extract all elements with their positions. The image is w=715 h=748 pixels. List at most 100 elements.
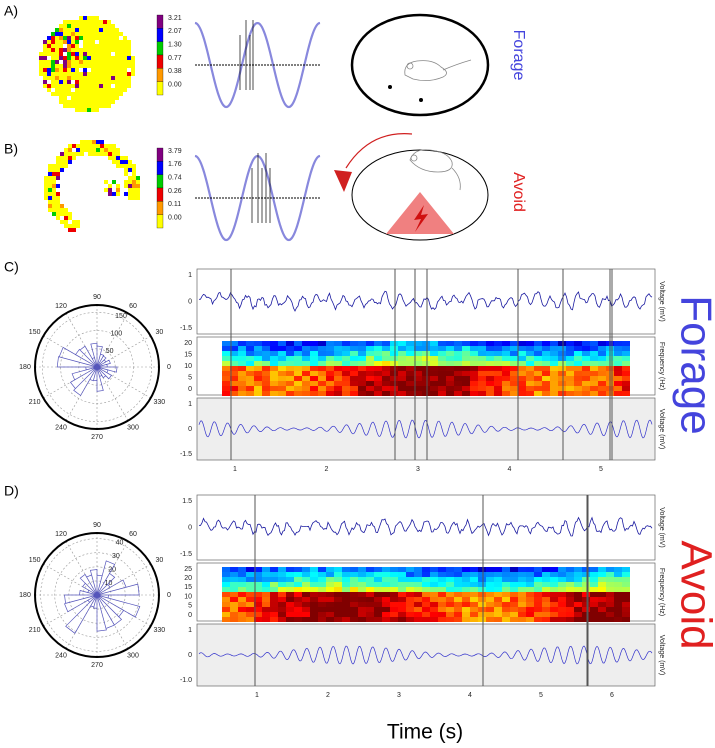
spectrogram-cell bbox=[270, 351, 278, 356]
heatmap-cell bbox=[51, 84, 55, 88]
spectrogram-cell bbox=[526, 346, 534, 351]
heatmap-cell bbox=[92, 140, 96, 144]
spectrogram-cell bbox=[566, 612, 574, 617]
spectrogram-cell bbox=[478, 597, 486, 602]
spectrogram-cell bbox=[366, 386, 374, 391]
spectrogram-cell bbox=[406, 567, 414, 572]
spectrogram-cell bbox=[614, 582, 622, 587]
spectrogram-cell bbox=[454, 356, 462, 361]
spectrogram-cell bbox=[566, 391, 574, 396]
spectrogram-cell bbox=[590, 351, 598, 356]
heatmap-cell bbox=[103, 56, 107, 60]
spectrogram-cell bbox=[358, 617, 366, 622]
spectrogram-cell bbox=[270, 386, 278, 391]
heatmap-cell bbox=[64, 224, 68, 228]
heatmap-cell bbox=[47, 72, 51, 76]
y-tick-label: 20 bbox=[184, 340, 192, 347]
spectrogram-cell bbox=[510, 371, 518, 376]
phase-wave bbox=[194, 21, 321, 109]
spectrogram-cell bbox=[422, 351, 430, 356]
heatmap-cell bbox=[83, 92, 87, 96]
spectrogram-cell bbox=[542, 597, 550, 602]
heatmap-cell bbox=[71, 92, 75, 96]
heatmap-cell bbox=[51, 72, 55, 76]
spectrogram-cell bbox=[502, 356, 510, 361]
heatmap-cell bbox=[83, 44, 87, 48]
spectrogram-cell bbox=[302, 602, 310, 607]
spectrogram-cell bbox=[294, 371, 302, 376]
spectrogram-cell bbox=[294, 391, 302, 396]
spectrogram-cell bbox=[550, 597, 558, 602]
spectrogram-cell bbox=[350, 582, 358, 587]
heatmap-cell bbox=[56, 200, 60, 204]
spectrogram-cell bbox=[534, 567, 542, 572]
spectrogram-cell bbox=[454, 617, 462, 622]
heatmap-cell bbox=[115, 92, 119, 96]
spectrogram-cell bbox=[414, 351, 422, 356]
spectrogram-cell bbox=[502, 597, 510, 602]
spectrogram-cell bbox=[358, 351, 366, 356]
spectrogram-cell bbox=[326, 607, 334, 612]
angle-label: 240 bbox=[55, 424, 67, 431]
spectrogram-cell bbox=[566, 361, 574, 366]
spectrogram-cell bbox=[534, 577, 542, 582]
spectrogram-cell bbox=[526, 361, 534, 366]
heatmap-cell bbox=[43, 40, 47, 44]
behavior-label: Forage bbox=[510, 30, 527, 81]
trace-frame bbox=[196, 397, 656, 461]
spectrogram-cell bbox=[446, 341, 454, 346]
heatmap-cell bbox=[111, 92, 115, 96]
heatmap-cell bbox=[107, 68, 111, 72]
spectrogram-cell bbox=[302, 587, 310, 592]
spectrogram-cell bbox=[614, 612, 622, 617]
y-tick-label: 10 bbox=[184, 593, 192, 600]
heatmap-cell bbox=[103, 84, 107, 88]
spectrogram-cell bbox=[230, 602, 238, 607]
spectrogram-cell bbox=[374, 391, 382, 396]
heatmap-cell bbox=[55, 68, 59, 72]
heatmap-cell bbox=[116, 160, 120, 164]
heatmap-cell bbox=[95, 68, 99, 72]
heatmap-cell bbox=[132, 172, 136, 176]
heatmap-cell bbox=[124, 164, 128, 168]
heatmap-cell bbox=[87, 100, 91, 104]
spectrogram-cell bbox=[390, 617, 398, 622]
spectrogram-cell bbox=[278, 602, 286, 607]
spectrogram-cell bbox=[222, 356, 230, 361]
y-tick-label: 15 bbox=[184, 351, 192, 358]
spectrogram-cell bbox=[374, 612, 382, 617]
spectrogram-cell bbox=[374, 597, 382, 602]
spectrogram-cell bbox=[406, 572, 414, 577]
heatmap-cell bbox=[131, 68, 135, 72]
spectrogram-cell bbox=[398, 386, 406, 391]
spectrogram-cell bbox=[374, 587, 382, 592]
heatmap-cell bbox=[91, 20, 95, 24]
heatmap-cell bbox=[112, 148, 116, 152]
spectrogram-cell bbox=[446, 386, 454, 391]
spectrogram-cell bbox=[358, 587, 366, 592]
y-tick-label: 15 bbox=[184, 584, 192, 591]
heatmap-cell bbox=[51, 48, 55, 52]
spectrogram-cell bbox=[390, 612, 398, 617]
spectrogram-cell bbox=[606, 617, 614, 622]
heatmap-cell bbox=[103, 28, 107, 32]
spectrogram-cell bbox=[406, 386, 414, 391]
spectrogram-cell bbox=[326, 572, 334, 577]
spectrogram-cell bbox=[310, 376, 318, 381]
raw-trace bbox=[198, 516, 653, 537]
heatmap-cell bbox=[136, 188, 140, 192]
heatmap-cell bbox=[75, 76, 79, 80]
spectrogram-cell bbox=[486, 391, 494, 396]
spectrogram-cell bbox=[550, 582, 558, 587]
spectrogram-cell bbox=[422, 346, 430, 351]
spectrogram-cell bbox=[502, 582, 510, 587]
colorbar-label: 3.79 bbox=[168, 148, 182, 155]
spectrogram-cell bbox=[374, 567, 382, 572]
spectrogram-cell bbox=[510, 366, 518, 371]
spectrogram-cell bbox=[550, 351, 558, 356]
spectrogram-cell bbox=[550, 376, 558, 381]
heatmap-cell bbox=[84, 140, 88, 144]
spectrogram-cell bbox=[238, 376, 246, 381]
heatmap-cell bbox=[91, 68, 95, 72]
angle-label: 300 bbox=[127, 652, 139, 659]
